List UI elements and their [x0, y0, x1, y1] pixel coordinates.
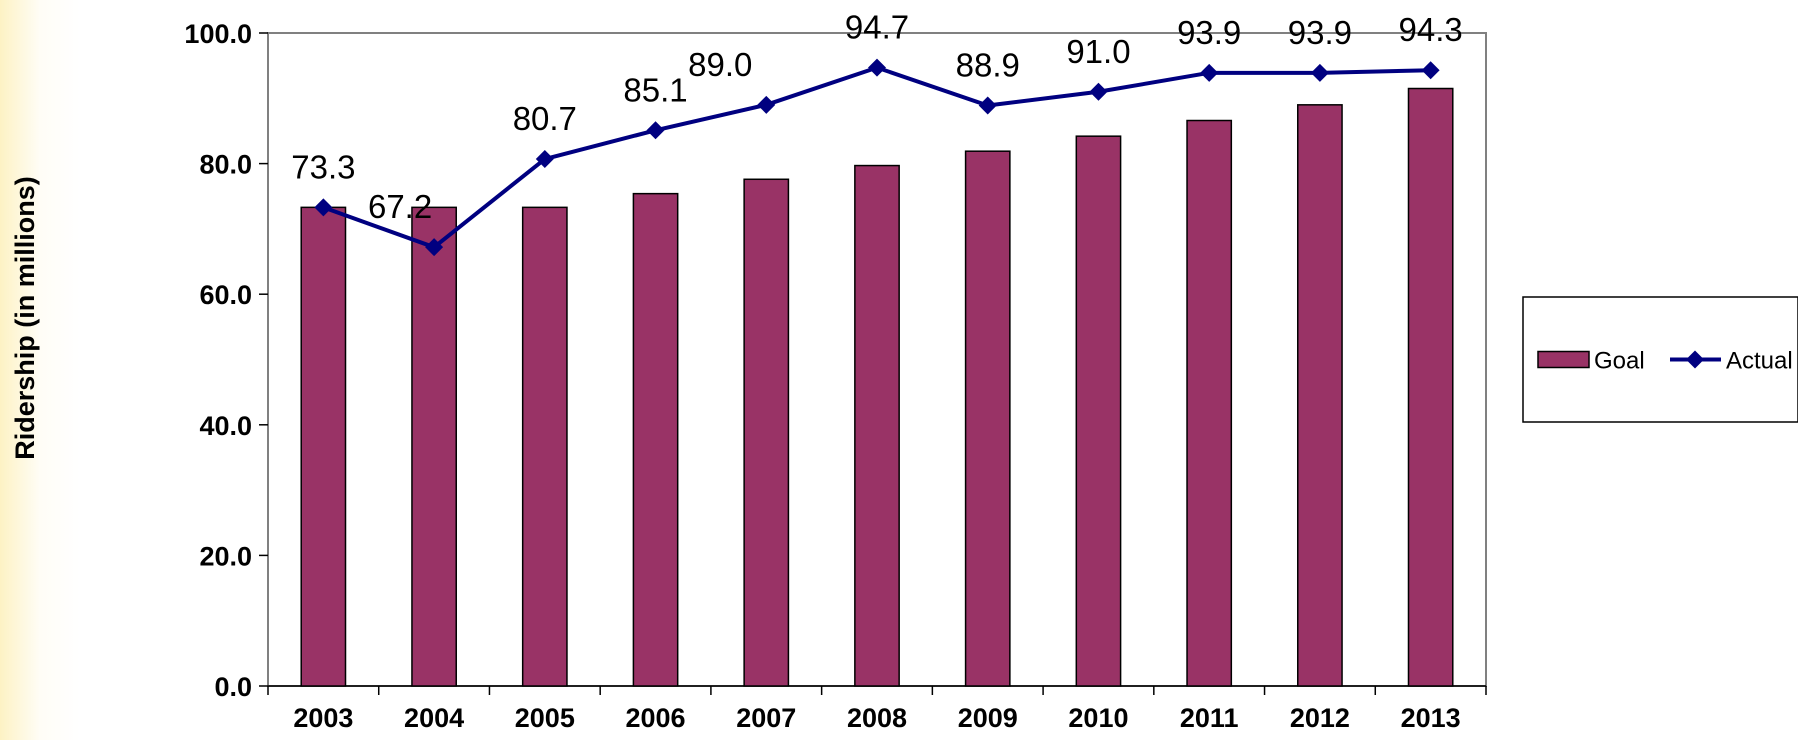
marker-actual-2010	[1089, 82, 1108, 101]
legend-marker-actual	[1686, 350, 1704, 369]
legend-label-goal: Goal	[1594, 348, 1645, 375]
legend: Goal Actual	[1522, 296, 1798, 423]
y-tick-label: 40.0	[199, 411, 252, 441]
marker-actual-2009	[978, 96, 997, 115]
marker-actual-2012	[1310, 63, 1329, 82]
bar-goal-2012	[1297, 104, 1343, 687]
x-tick-label: 2011	[1180, 703, 1239, 733]
x-tick-label: 2006	[626, 703, 686, 733]
data-label-actual-2009: 88.9	[956, 46, 1020, 83]
y-axis-title-group: Ridership (in millions)	[10, 176, 40, 460]
x-tick-label: 2010	[1068, 703, 1128, 733]
data-label-actual-2008: 94.7	[845, 9, 909, 46]
bar-goal-2008	[854, 164, 900, 687]
x-tick-label: 2007	[736, 703, 796, 733]
data-label-actual-2011: 93.9	[1177, 14, 1241, 51]
marker-actual-2007	[757, 95, 776, 114]
legend-swatch-goal	[1537, 350, 1590, 369]
marker-actual-2005	[535, 150, 554, 169]
x-tick-label: 2003	[293, 703, 353, 733]
x-tick-label: 2005	[515, 703, 575, 733]
x-tick-label: 2013	[1401, 703, 1461, 733]
x-tick-label: 2008	[847, 703, 907, 733]
bar-goal-2004	[411, 206, 457, 687]
y-tick-label: 100.0	[184, 19, 252, 49]
y-tick-label: 20.0	[199, 541, 252, 571]
x-tick-label: 2009	[958, 703, 1018, 733]
data-label-actual-2005: 80.7	[513, 100, 577, 137]
bar-goal-2011	[1186, 119, 1233, 687]
bar-goal-2010	[1075, 135, 1122, 687]
bar-goal-2007	[743, 178, 790, 687]
x-tick-label: 2012	[1290, 703, 1350, 733]
y-tick-label: 0.0	[214, 672, 252, 702]
plot-area: 0.0 20.0 40.0 60.0 80.0 100.0 2003 2004 2005 2006…	[184, 9, 1487, 733]
marker-actual-2008	[868, 58, 886, 77]
data-label-actual-2013: 94.3	[1399, 11, 1463, 48]
data-label-actual-2012: 93.9	[1288, 14, 1352, 51]
data-label-actual-2003: 73.3	[291, 148, 355, 185]
marker-actual-2004	[425, 238, 444, 257]
data-label-actual-2004: 67.2	[368, 188, 432, 225]
y-tick-label: 60.0	[199, 280, 252, 310]
y-axis-title: Ridership (in millions)	[10, 176, 40, 460]
legend-label-actual: Actual	[1726, 348, 1793, 375]
bar-goal-2006	[632, 192, 679, 687]
y-tick-label: 80.0	[199, 150, 252, 180]
data-label-actual-2007: 89.0	[688, 46, 752, 83]
data-label-actual-2006: 85.1	[623, 71, 687, 108]
bar-goal-2009	[964, 150, 1011, 687]
bar-goal-2005	[521, 206, 568, 687]
marker-actual-2003	[314, 198, 333, 217]
x-tick-label: 2004	[404, 703, 464, 733]
marker-actual-2011	[1200, 63, 1219, 82]
data-label-actual-2010: 91.0	[1066, 33, 1130, 70]
marker-actual-2006	[646, 121, 665, 140]
bar-goal-2013	[1407, 87, 1454, 687]
marker-actual-2013	[1421, 61, 1440, 80]
bar-goal-2003	[300, 206, 347, 687]
